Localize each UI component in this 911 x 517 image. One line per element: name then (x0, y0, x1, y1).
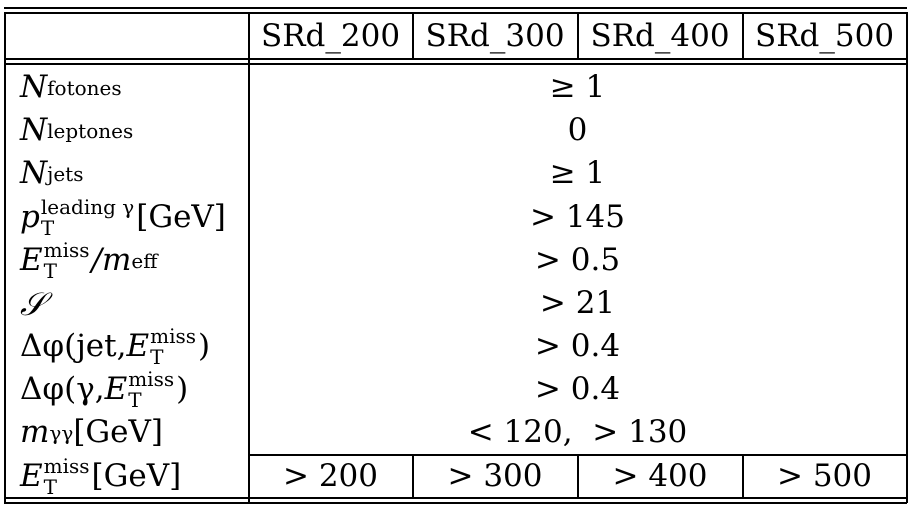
value-etmiss-srd-500: > 500 (777, 458, 872, 494)
bottom-rule-2 (4, 502, 907, 504)
column-header-srd-200: SRd_200 (260, 17, 401, 54)
bottom-rule-1 (4, 497, 907, 499)
value-m-gammagamma: < 120, > 130 (467, 414, 688, 450)
col-divider-2-last (577, 454, 579, 498)
col-divider-1-head (412, 12, 414, 59)
row-label-m-gammagamma: m γγ [GeV] (20, 414, 163, 450)
top-rule-2 (4, 12, 907, 14)
value-etmiss-meff: > 0.5 (534, 242, 621, 278)
col-divider-1-last (412, 454, 414, 498)
value-etmiss-srd-400: > 400 (612, 458, 708, 494)
value-n-leptones: 0 (567, 112, 588, 148)
value-significance: > 21 (539, 285, 616, 321)
value-pt-leading: > 145 (530, 198, 625, 235)
column-header-srd-400: SRd_400 (590, 17, 730, 54)
value-etmiss-srd-200: > 200 (283, 458, 378, 494)
value-etmiss-srd-300: > 300 (447, 458, 543, 494)
value-n-jets: ≥ 1 (549, 155, 606, 191)
row-label-significance: 𝒮 (20, 284, 45, 323)
column-header-srd-300: SRd_300 (425, 17, 565, 54)
col-divider-3-last (742, 454, 744, 498)
value-dphi-jet: > 0.4 (534, 328, 621, 364)
header-rule-1 (4, 58, 907, 60)
row-label-pt-leading: p leading γ T [GeV] (20, 194, 226, 240)
label-divider (248, 12, 250, 503)
col-divider-2-head (577, 12, 579, 59)
col-divider-3-head (742, 12, 744, 59)
top-rule-1 (4, 7, 907, 9)
column-header-srd-500: SRd_500 (754, 17, 895, 54)
value-dphi-gamma: > 0.4 (534, 371, 621, 407)
left-border (4, 12, 6, 503)
value-n-fotones: ≥ 1 (549, 69, 606, 105)
header-rule-2 (4, 63, 907, 65)
right-border (906, 12, 908, 503)
